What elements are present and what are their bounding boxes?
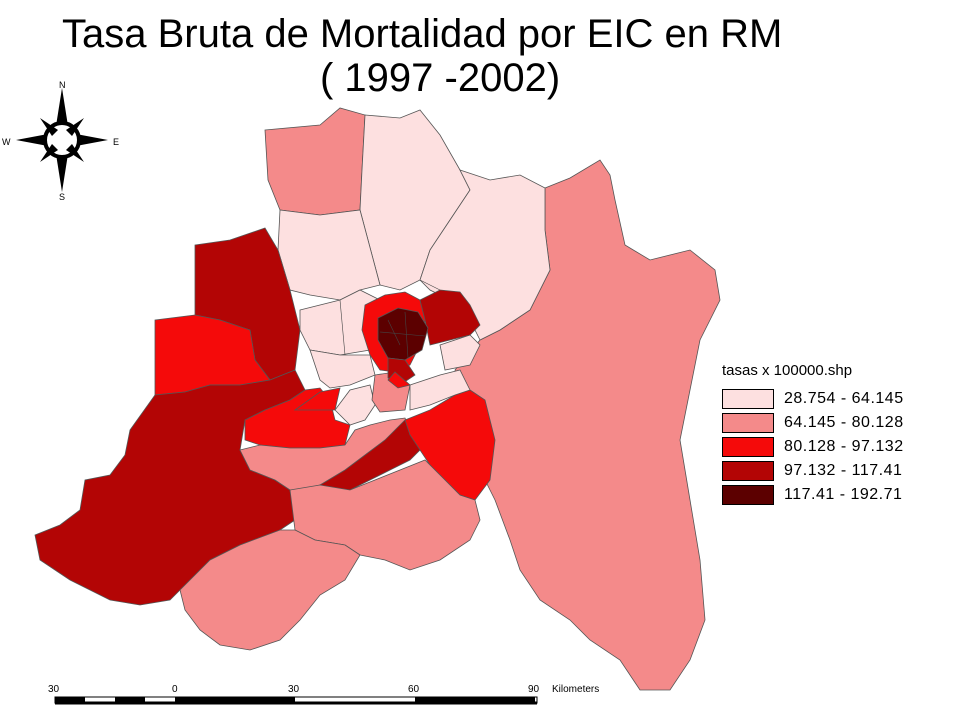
region-center-light-4 <box>409 369 471 411</box>
scale-tick-3: 60 <box>408 684 420 695</box>
region-north-west <box>264 107 366 216</box>
legend-swatch <box>722 485 774 505</box>
legend-item: 80.128 - 97.132 <box>722 435 952 459</box>
map-subtitle: ( 1997 -2002) <box>320 56 561 100</box>
scale-tick-2: 30 <box>288 684 300 695</box>
compass-s: S <box>59 192 66 202</box>
scale-bar <box>54 696 538 705</box>
compass-w: W <box>2 137 11 147</box>
map-title: Tasa Bruta de Mortalidad por EIC en RM <box>62 12 783 56</box>
region-core-darkred-ne <box>419 289 481 346</box>
region-center-light-3 <box>334 384 376 426</box>
legend-item: 117.41 - 192.71 <box>722 483 952 507</box>
legend-item: 28.754 - 64.145 <box>722 387 952 411</box>
region-core-red-2 <box>387 371 411 389</box>
compass-n: N <box>59 80 66 90</box>
legend-swatch <box>722 389 774 409</box>
region-center-light-2 <box>309 349 376 389</box>
legend-label: 28.754 - 64.145 <box>784 390 904 407</box>
legend-swatch <box>722 413 774 433</box>
compass-e: E <box>113 137 120 147</box>
legend-item: 64.145 - 80.128 <box>722 411 952 435</box>
legend-swatch <box>722 437 774 457</box>
compass-rose-icon <box>16 88 108 192</box>
region-center-light-5 <box>439 334 481 371</box>
legend-item: 97.132 - 117.41 <box>722 459 952 483</box>
legend-label: 117.41 - 192.71 <box>784 486 903 503</box>
scale-tick-0: 30 <box>48 684 60 695</box>
legend-label: 97.132 - 117.41 <box>784 462 903 479</box>
region-red-cluster-2 <box>293 387 341 411</box>
region-far-south <box>179 529 361 651</box>
scale-unit: Kilometers <box>552 684 600 695</box>
legend-swatch <box>722 461 774 481</box>
legend-label: 80.128 - 97.132 <box>784 438 904 455</box>
scale-tick-4: 90 <box>528 684 540 695</box>
scale-tick-1: 0 <box>172 684 178 695</box>
legend-title: tasas x 100000.shp <box>722 362 853 379</box>
map-legend: tasas x 100000.shp 28.754 - 64.145 64.145… <box>722 362 952 507</box>
legend-label: 64.145 - 80.128 <box>784 414 904 431</box>
